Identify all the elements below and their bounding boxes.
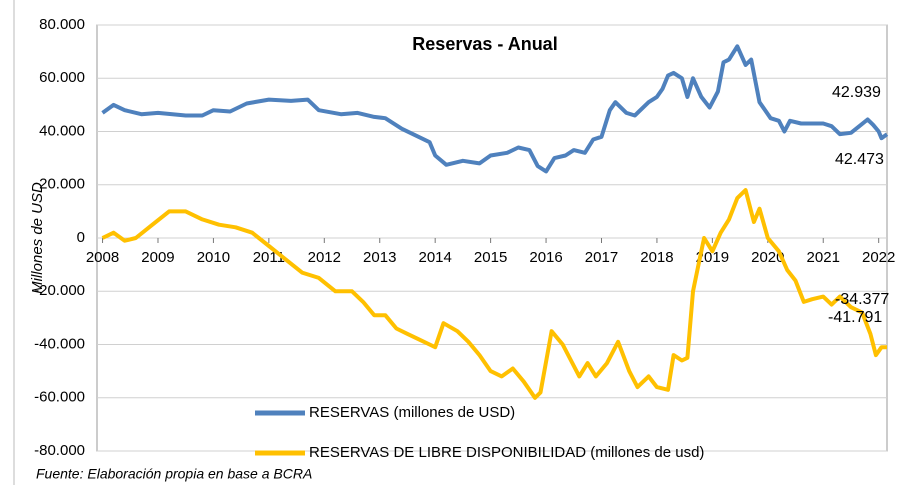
legend-label: RESERVAS DE LIBRE DISPONIBILIDAD (millon…	[309, 444, 704, 461]
y-axis-label: Millones de USD	[29, 182, 46, 294]
annotation: -41.791	[828, 309, 882, 326]
x-tick-label: 2014	[418, 249, 451, 266]
chart-title: Reservas - Anual	[412, 34, 557, 54]
y-tick-label: -40.000	[34, 335, 85, 352]
x-tick-label: 2016	[529, 249, 562, 266]
x-tick-label: 2008	[86, 249, 119, 266]
source-note: Fuente: Elaboración propia en base a BCR…	[36, 466, 312, 482]
x-tick-label: 2020	[751, 249, 784, 266]
y-tick-label: -60.000	[34, 389, 85, 406]
annotation: -34.377	[835, 291, 889, 308]
x-tick-label: 2017	[585, 249, 618, 266]
y-tick-label: 40.000	[39, 122, 85, 139]
x-tick-label: 2022	[862, 249, 895, 266]
y-tick-label: 0	[77, 229, 85, 246]
annotation: 42.473	[835, 151, 884, 168]
x-tick-label: 2012	[308, 249, 341, 266]
y-tick-label: -20.000	[34, 282, 85, 299]
x-tick-label: 2010	[197, 249, 230, 266]
x-tick-label: 2021	[807, 249, 840, 266]
x-tick-label: 2009	[141, 249, 174, 266]
y-tick-label: 20.000	[39, 176, 85, 193]
series-line	[101, 188, 887, 400]
annotation: 42.939	[832, 84, 881, 101]
x-tick-label: 2015	[474, 249, 507, 266]
y-tick-label: 60.000	[39, 69, 85, 86]
x-tick-label: 2018	[640, 249, 673, 266]
y-tick-label: -80.000	[34, 442, 85, 459]
y-tick-label: 80.000	[39, 16, 85, 33]
x-tick-label: 2013	[363, 249, 396, 266]
series-line	[101, 44, 889, 174]
legend-label: RESERVAS (millones de USD)	[309, 404, 515, 421]
x-tick-label: 2019	[696, 249, 729, 266]
